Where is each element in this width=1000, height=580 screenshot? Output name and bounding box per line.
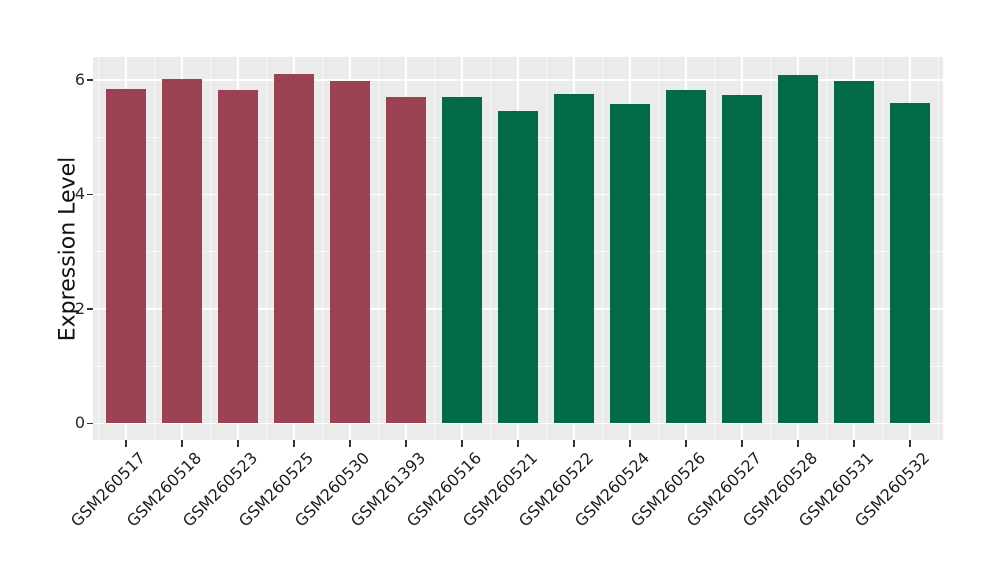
y-tick-label: 2 [74, 298, 85, 318]
x-tick [685, 440, 687, 447]
x-gridline-minor [826, 57, 827, 440]
x-tick [237, 440, 239, 447]
y-tick [87, 308, 93, 310]
x-gridline-minor [490, 57, 491, 440]
x-gridline-minor [98, 57, 99, 440]
x-gridline-minor [322, 57, 323, 440]
x-gridline-minor [770, 57, 771, 440]
bar [834, 81, 874, 424]
x-tick [349, 440, 351, 447]
y-tick-label: 6 [74, 69, 85, 89]
bar [386, 97, 426, 424]
x-tick [517, 440, 519, 447]
x-tick [181, 440, 183, 447]
y-tick-label: 0 [74, 413, 85, 433]
bar [330, 81, 370, 424]
bar [722, 94, 762, 424]
x-gridline-minor [378, 57, 379, 440]
bar [554, 94, 594, 424]
x-tick [293, 440, 295, 447]
x-gridline-minor [714, 57, 715, 440]
x-gridline-minor [266, 57, 267, 440]
x-gridline-minor [882, 57, 883, 440]
bar [218, 90, 258, 424]
bar [890, 103, 930, 424]
x-gridline-minor [602, 57, 603, 440]
x-tick [741, 440, 743, 447]
y-tick-label: 4 [74, 184, 85, 204]
y-tick [87, 422, 93, 425]
bar [498, 110, 538, 424]
x-gridline-minor [938, 57, 939, 440]
x-tick [573, 440, 575, 447]
bar [106, 89, 146, 424]
y-axis-title: Expression Level [55, 156, 81, 341]
x-tick [909, 440, 911, 447]
y-tick [87, 193, 93, 196]
x-tick [853, 440, 855, 447]
x-gridline-minor [210, 57, 211, 440]
x-tick [405, 440, 407, 447]
bar [778, 75, 818, 424]
bar [666, 90, 706, 424]
x-tick [629, 440, 631, 447]
x-gridline-minor [434, 57, 435, 440]
bar [610, 103, 650, 424]
x-gridline-minor [546, 57, 547, 440]
x-gridline-minor [658, 57, 659, 440]
x-tick [461, 440, 463, 447]
bar [274, 74, 314, 424]
x-gridline-minor [154, 57, 155, 440]
bar [442, 97, 482, 424]
y-tick [87, 79, 93, 81]
x-tick [797, 440, 799, 447]
x-tick [125, 440, 127, 447]
bar [162, 79, 202, 424]
